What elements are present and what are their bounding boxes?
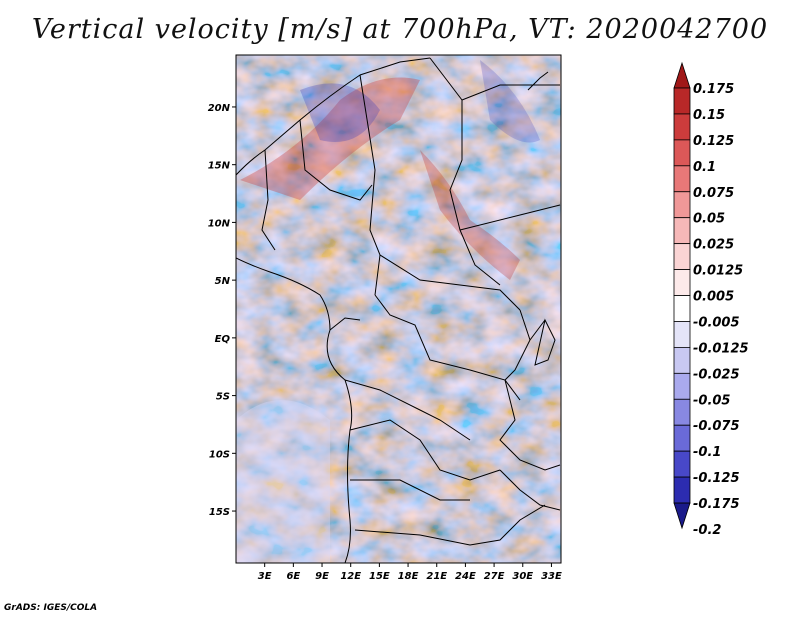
colorbar-label: 0.15	[693, 108, 725, 123]
map-frame	[235, 54, 562, 564]
map-title: Vertical velocity [m/s] at 700hPa, VT: 2…	[31, 14, 769, 45]
colorbar-label: 0.05	[693, 212, 725, 227]
lat-tick-label: EQ	[215, 334, 231, 345]
colorbar-swatch	[673, 295, 691, 322]
colorbar-label: 0.175	[693, 82, 734, 97]
colorbar: 0.175 0.15 0.125 0.1 0.075 0.05 0.025 0.0125 0.0…	[673, 61, 749, 538]
colorbar-label: 0.125	[693, 134, 734, 149]
colorbar-swatch	[673, 113, 691, 141]
map-plot-area	[236, 55, 561, 563]
colorbar-swatch	[673, 243, 691, 270]
colorbar-label: -0.0125	[693, 341, 749, 356]
colorbar-label: -0.005	[693, 315, 740, 330]
lon-tick-label: 27E	[484, 571, 505, 582]
colorbar-label: -0.125	[693, 471, 740, 486]
colorbar-swatch	[673, 476, 691, 504]
colorbar-swatch	[673, 450, 691, 478]
colorbar-swatch	[673, 346, 691, 374]
lon-tick-label: 6E	[286, 571, 300, 582]
lat-tick-label: 15N	[208, 161, 231, 172]
colorbar-swatch	[673, 165, 691, 193]
colorbar-label: -0.175	[693, 497, 740, 512]
lat-tick-label: 10S	[209, 449, 230, 460]
lon-tick-label: 12E	[340, 571, 361, 582]
colorbar-swatch	[673, 87, 691, 115]
lon-tick-label: 3E	[258, 571, 272, 582]
colorbar-swatch	[673, 424, 691, 452]
lon-tick-label: 18E	[398, 571, 419, 582]
lon-tick-label: 30E	[512, 571, 533, 582]
lat-tick-label: 20N	[208, 103, 231, 114]
colorbar-swatch	[673, 269, 691, 296]
colorbar-label: -0.1	[693, 445, 721, 460]
colorbar-label: -0.075	[693, 419, 740, 434]
lat-tick-label: 5N	[215, 276, 231, 287]
colorbar-swatch	[673, 217, 691, 245]
colorbar-label: 0.005	[693, 290, 734, 305]
lon-tick-label: 21E	[426, 571, 447, 582]
lon-tick-label: 24E	[455, 571, 476, 582]
colorbar-label: -0.05	[693, 393, 730, 408]
colorbar-swatch	[673, 398, 691, 426]
colorbar-swatch	[673, 372, 691, 400]
country-borders	[236, 57, 561, 563]
vertical-velocity-field	[236, 55, 561, 563]
colorbar-swatch	[673, 321, 691, 348]
grads-credit: GrADS: IGES/COLA	[4, 603, 98, 613]
colorbar-swatch	[673, 191, 691, 219]
lat-tick-label: 15S	[209, 507, 230, 518]
longitude-axis: 3E 6E 9E 12E 15E 18E 21E 24E 27E 30E 33E	[258, 563, 562, 582]
colorbar-label: -0.025	[693, 367, 740, 382]
lon-tick-label: 15E	[369, 571, 390, 582]
lat-tick-label: 10N	[208, 218, 231, 229]
latitude-axis: 20N 15N 10N 5N EQ 5S 10S 15S	[208, 103, 236, 518]
lon-tick-label: 9E	[315, 571, 329, 582]
lat-tick-label: 5S	[216, 392, 230, 403]
colorbar-label: -0.2	[693, 523, 721, 538]
colorbar-label: 0.075	[693, 186, 734, 201]
colorbar-label: 0.025	[693, 238, 734, 253]
colorbar-bottom-arrow	[673, 502, 691, 530]
colorbar-swatch	[673, 139, 691, 167]
lon-tick-label: 33E	[541, 571, 562, 582]
colorbar-label: 0.0125	[693, 264, 743, 279]
colorbar-top-arrow	[673, 61, 691, 89]
colorbar-label: 0.1	[693, 160, 716, 175]
